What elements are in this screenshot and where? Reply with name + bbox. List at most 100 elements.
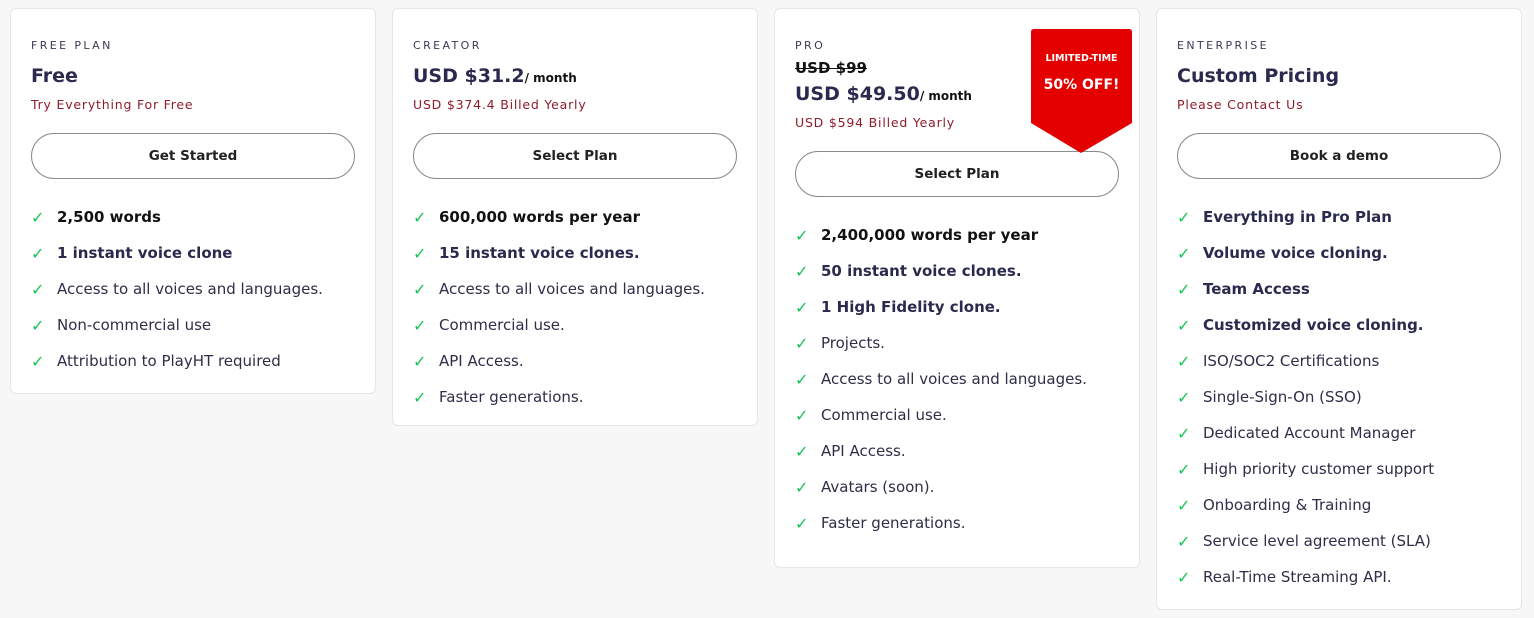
feature-item: ✓ 2,400,000 words per year xyxy=(795,217,1119,253)
plan-card-free-plan: FREE PLAN Free Try Everything For Free Get … xyxy=(10,8,376,394)
check-icon: ✓ xyxy=(795,297,809,317)
discount-badge: LIMITED-TIME 50% OFF! xyxy=(1031,29,1132,153)
feature-item: ✓ Avatars (soon). xyxy=(795,469,1119,505)
feature-item: ✓ Access to all voices and languages. xyxy=(413,271,737,307)
check-icon: ✓ xyxy=(413,243,427,263)
feature-list: ✓ Everything in Pro Plan ✓ Volume voice clo… xyxy=(1177,199,1501,595)
feature-text: 1 instant voice clone xyxy=(57,244,233,262)
feature-item: ✓ Attribution to PlayHT required xyxy=(31,343,355,379)
plan-subtitle: USD $374.4 Billed Yearly xyxy=(413,97,587,112)
feature-item: ✓ Access to all voices and languages. xyxy=(795,361,1119,397)
check-icon: ✓ xyxy=(1177,279,1191,299)
feature-item: ✓ Access to all voices and languages. xyxy=(31,271,355,307)
price-period: / month xyxy=(919,89,972,103)
feature-text: Onboarding & Training xyxy=(1203,496,1372,514)
feature-text: Volume voice cloning. xyxy=(1203,244,1388,262)
ribbon-shape xyxy=(1031,29,1132,153)
feature-text: Access to all voices and languages. xyxy=(821,370,1087,388)
feature-text: Real-Time Streaming API. xyxy=(1203,568,1392,586)
plan-price: Custom Pricing xyxy=(1177,65,1501,89)
check-icon: ✓ xyxy=(413,207,427,227)
original-price: USD $99 xyxy=(795,59,867,77)
check-icon: ✓ xyxy=(31,315,45,335)
feature-item: ✓ Real-Time Streaming API. xyxy=(1177,559,1501,595)
feature-text: Faster generations. xyxy=(439,388,584,406)
badge-line2: 50% OFF! xyxy=(1043,77,1120,93)
check-icon: ✓ xyxy=(1177,495,1191,515)
feature-item: ✓ 15 instant voice clones. xyxy=(413,235,737,271)
feature-text: API Access. xyxy=(821,442,906,460)
feature-item: ✓ Dedicated Account Manager xyxy=(1177,415,1501,451)
check-icon: ✓ xyxy=(1177,567,1191,587)
plan-subtitle: Please Contact Us xyxy=(1177,97,1304,112)
check-icon: ✓ xyxy=(1177,423,1191,443)
plan-tier: FREE PLAN xyxy=(31,39,113,52)
price-amount: USD $31.2 xyxy=(413,65,525,87)
feature-item: ✓ Everything in Pro Plan xyxy=(1177,199,1501,235)
feature-item: ✓ Single-Sign-On (SSO) xyxy=(1177,379,1501,415)
check-icon: ✓ xyxy=(31,243,45,263)
feature-text: Commercial use. xyxy=(439,316,565,334)
feature-item: ✓ Commercial use. xyxy=(413,307,737,343)
feature-item: ✓ ISO/SOC2 Certifications xyxy=(1177,343,1501,379)
check-icon: ✓ xyxy=(1177,459,1191,479)
feature-text: Attribution to PlayHT required xyxy=(57,352,281,370)
plan-subtitle: USD $594 Billed Yearly xyxy=(795,115,955,130)
check-icon: ✓ xyxy=(795,225,809,245)
feature-text: Access to all voices and languages. xyxy=(439,280,705,298)
check-icon: ✓ xyxy=(413,351,427,371)
check-icon: ✓ xyxy=(413,387,427,407)
plan-tier: PRO xyxy=(795,39,826,52)
plan-cta-button[interactable]: Get Started xyxy=(31,133,355,179)
check-icon: ✓ xyxy=(795,333,809,353)
check-icon: ✓ xyxy=(795,369,809,389)
feature-text: Access to all voices and languages. xyxy=(57,280,323,298)
feature-item: ✓ Customized voice cloning. xyxy=(1177,307,1501,343)
plan-cta-button[interactable]: Book a demo xyxy=(1177,133,1501,179)
feature-item: ✓ Non-commercial use xyxy=(31,307,355,343)
feature-list: ✓ 2,400,000 words per year ✓ 50 instant voi… xyxy=(795,217,1119,541)
plan-card-enterprise: ENTERPRISE Custom Pricing Please Contact U… xyxy=(1156,8,1522,610)
feature-item: ✓ 1 instant voice clone xyxy=(31,235,355,271)
feature-text: API Access. xyxy=(439,352,524,370)
feature-text: 50 instant voice clones. xyxy=(821,262,1022,280)
plan-cta-button[interactable]: Select Plan xyxy=(413,133,737,179)
check-icon: ✓ xyxy=(795,261,809,281)
price-amount: Custom Pricing xyxy=(1177,65,1340,87)
price-amount: Free xyxy=(31,65,78,87)
check-icon: ✓ xyxy=(1177,243,1191,263)
feature-text: Dedicated Account Manager xyxy=(1203,424,1416,442)
feature-list: ✓ 600,000 words per year ✓ 15 instant voice… xyxy=(413,199,737,415)
plan-card-creator: CREATOR USD $31.2/ month USD $374.4 Billed… xyxy=(392,8,758,426)
feature-item: ✓ Onboarding & Training xyxy=(1177,487,1501,523)
feature-text: 1 High Fidelity clone. xyxy=(821,298,1001,316)
feature-text: High priority customer support xyxy=(1203,460,1435,478)
check-icon: ✓ xyxy=(1177,207,1191,227)
feature-text: 15 instant voice clones. xyxy=(439,244,640,262)
feature-text: Non-commercial use xyxy=(57,316,212,334)
plan-card-pro: PRO USD $99 USD $49.50/ month USD $594 Bill… xyxy=(774,8,1140,568)
feature-text: 2,400,000 words per year xyxy=(821,226,1039,244)
price-period: / month xyxy=(524,71,577,85)
feature-item: ✓ API Access. xyxy=(413,343,737,379)
feature-item: ✓ Faster generations. xyxy=(413,379,737,415)
feature-item: ✓ 2,500 words xyxy=(31,199,355,235)
feature-list: ✓ 2,500 words ✓ 1 instant voice clone ✓ Acces… xyxy=(31,199,355,379)
feature-text: Service level agreement (SLA) xyxy=(1203,532,1431,550)
feature-text: 2,500 words xyxy=(57,208,161,226)
feature-item: ✓ High priority customer support xyxy=(1177,451,1501,487)
feature-text: Projects. xyxy=(821,334,885,352)
price-amount: USD $49.50 xyxy=(795,83,920,105)
plan-tier: ENTERPRISE xyxy=(1177,39,1269,52)
feature-item: ✓ Team Access xyxy=(1177,271,1501,307)
check-icon: ✓ xyxy=(795,405,809,425)
check-icon: ✓ xyxy=(413,279,427,299)
plan-cta-button[interactable]: Select Plan xyxy=(795,151,1119,197)
check-icon: ✓ xyxy=(1177,315,1191,335)
plan-price: USD $31.2/ month xyxy=(413,65,737,89)
feature-item: ✓ API Access. xyxy=(795,433,1119,469)
check-icon: ✓ xyxy=(31,351,45,371)
badge-line1: LIMITED-TIME xyxy=(1045,53,1118,64)
feature-text: Faster generations. xyxy=(821,514,966,532)
plan-price: USD $49.50/ month xyxy=(795,83,1119,107)
